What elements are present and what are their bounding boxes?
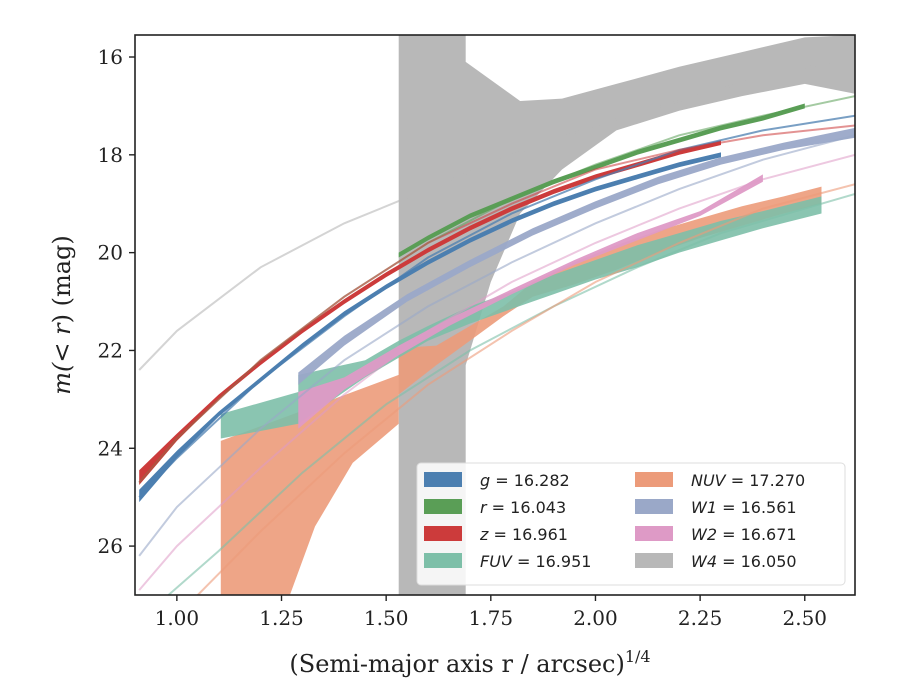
legend-band-value: = 16.961 — [488, 525, 568, 544]
legend-band-value: = 17.270 — [726, 471, 806, 490]
x-axis-title: (Semi-major axis r / arcsec)1/4 — [289, 647, 650, 678]
legend-band-name: g — [480, 471, 490, 490]
y-tick-label: 18 — [98, 143, 123, 167]
model-curve-z — [138, 124, 855, 484]
legend-swatch-g — [424, 472, 462, 487]
band-w4 — [398, 35, 855, 595]
x-tick-label: 1.00 — [155, 606, 200, 630]
legend-band-value: = 16.951 — [512, 552, 592, 571]
model-curve-w4 — [138, 56, 855, 371]
legend-label-g: g = 16.282 — [480, 471, 570, 490]
y-tick-label: 22 — [98, 338, 123, 362]
legend-band-value: = 16.561 — [717, 498, 797, 517]
legend-swatch-nuv — [635, 472, 673, 487]
legend-swatch-w4 — [635, 553, 673, 568]
model-curve-w1 — [138, 134, 855, 557]
y-tick-label: 16 — [98, 45, 123, 69]
model-curve-fuv — [167, 193, 855, 595]
x-tick-label: 2.00 — [573, 606, 618, 630]
legend-label-w4: W4 = 16.050 — [691, 552, 797, 571]
legend-band-value: = 16.050 — [717, 552, 797, 571]
legend-label-w2: W2 = 16.671 — [691, 525, 797, 544]
y-tick-label: 26 — [98, 534, 123, 558]
legend-band-value: = 16.282 — [490, 471, 570, 490]
legend-swatch-z — [424, 526, 462, 541]
legend-swatch-fuv — [424, 553, 462, 568]
legend-label-r: r = 16.043 — [480, 498, 566, 517]
legend-label-nuv: NUV = 17.270 — [691, 471, 805, 490]
legend-band-name: W1 — [691, 498, 717, 517]
x-tick-label: 1.75 — [469, 606, 514, 630]
legend-label-z: z = 16.961 — [479, 525, 568, 544]
x-tick-label: 1.50 — [364, 606, 409, 630]
y-axis-title-suffix: ) (mag) — [48, 235, 76, 323]
legend-band-name: r — [480, 498, 488, 517]
model-curves — [138, 56, 855, 595]
legend-swatch-w2 — [635, 526, 673, 541]
x-tick-label: 1.25 — [259, 606, 304, 630]
y-axis-title: m(< r) (mag) — [48, 235, 76, 395]
model-curve-w2 — [138, 153, 855, 591]
x-tick-label: 2.25 — [678, 606, 723, 630]
legend-label-w1: W1 = 16.561 — [691, 498, 797, 517]
legend-band-name: W4 — [691, 552, 717, 571]
plot-frame — [134, 34, 856, 596]
legend-swatch-w1 — [635, 499, 673, 514]
legend-box — [416, 462, 846, 586]
legend-band-name: z — [479, 525, 489, 544]
y-axis-ticks: 16 18 20 22 24 26 — [98, 45, 135, 558]
model-curve-nuv — [197, 183, 855, 595]
x-axis-title-text: (Semi-major axis r / arcsec) — [289, 650, 624, 678]
legend-band-name: W2 — [691, 525, 717, 544]
x-axis-ticks: 1.00 1.25 1.50 1.75 2.00 2.25 2.50 — [155, 595, 827, 630]
x-tick-label: 2.50 — [783, 606, 828, 630]
legend-band-name: FUV — [480, 552, 513, 571]
x-axis-title-exponent: 1/4 — [625, 647, 651, 666]
band-nuv — [220, 186, 822, 595]
legend-swatch-r — [424, 499, 462, 514]
y-axis-title-var: < r — [48, 322, 76, 363]
legend-label-fuv: FUV = 16.951 — [480, 552, 591, 571]
band-r — [398, 103, 805, 258]
legend-band-name: NUV — [691, 471, 727, 490]
y-tick-label: 24 — [98, 436, 123, 460]
legend-band-value: = 16.043 — [487, 498, 567, 517]
y-tick-label: 20 — [98, 241, 123, 265]
y-axis-title-prefix: m( — [48, 362, 76, 395]
model-curve-g — [138, 114, 855, 498]
legend-band-value: = 16.671 — [717, 525, 797, 544]
band-w1 — [298, 127, 855, 385]
